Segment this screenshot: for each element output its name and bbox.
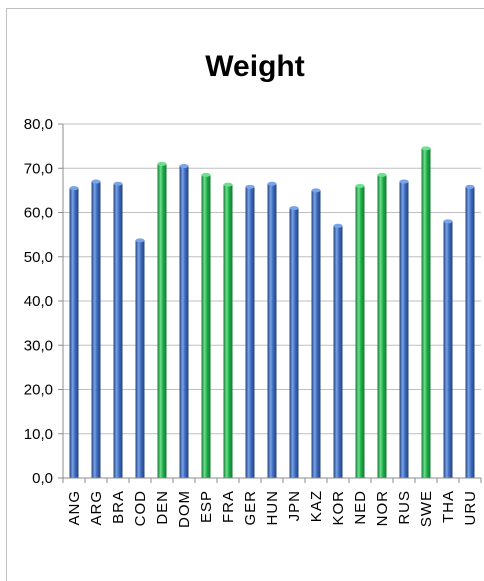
bar-ned [355, 185, 365, 478]
y-tick-label: 40,0 [24, 293, 53, 310]
bar-cap [201, 172, 211, 177]
bar-bra [113, 183, 123, 479]
y-tick-label: 30,0 [24, 337, 53, 354]
bar-ger [245, 186, 255, 478]
bar-cap [179, 164, 189, 169]
x-tick-label: BRA [110, 490, 127, 524]
bar-uru [465, 186, 475, 478]
x-tick-label: FRA [220, 490, 237, 523]
x-tick-label: KOR [330, 490, 347, 526]
bar-cap [311, 188, 321, 193]
bar-rus [399, 181, 409, 478]
x-tick-label: NED [352, 490, 369, 525]
x-tick-label: HUN [264, 490, 281, 526]
chart-title: Weight [205, 50, 304, 83]
bar-cap [465, 184, 475, 189]
x-tick-label: COD [132, 490, 149, 526]
bar-cap [91, 179, 101, 184]
bar-cap [69, 186, 79, 191]
bar-nor [377, 174, 387, 478]
y-tick-label: 10,0 [24, 426, 53, 443]
bar-fra [223, 184, 233, 478]
frame-top-border [6, 8, 484, 9]
bar-cap [267, 181, 277, 186]
bar-cap [421, 146, 431, 151]
bars [69, 146, 475, 479]
y-tick-label: 70,0 [24, 160, 53, 177]
x-tick-label: THA [440, 490, 457, 523]
bar-arg [91, 181, 101, 478]
bar-dom [179, 166, 189, 478]
bar-den [157, 163, 167, 478]
bar-swe [421, 148, 431, 478]
bar-cap [289, 206, 299, 211]
y-tick-label: 50,0 [24, 249, 53, 266]
bar-ang [69, 188, 79, 478]
axes [62, 124, 481, 479]
x-tick-label: NOR [374, 490, 391, 526]
bar-hun [267, 183, 277, 479]
bar-cap [355, 183, 365, 188]
bar-kaz [311, 190, 321, 478]
bar-cap [135, 238, 145, 243]
x-tick-label: DOM [176, 490, 193, 528]
bar-jpn [289, 208, 299, 478]
bar-cap [245, 184, 255, 189]
x-tick-label: ESP [198, 490, 215, 523]
bar-cod [135, 240, 145, 478]
y-tick-label: 0,0 [32, 470, 53, 487]
x-tick-label: RUS [396, 490, 413, 525]
bar-cap [443, 219, 453, 224]
bar-cap [333, 223, 343, 228]
bar-cap [399, 179, 409, 184]
x-tick-label: GER [242, 490, 259, 526]
bar-cap [157, 161, 167, 166]
x-tick-label: KAZ [308, 490, 325, 522]
x-tick-label: SWE [418, 490, 435, 527]
bar-cap [223, 182, 233, 187]
bar-kor [333, 225, 343, 478]
x-tick-label: URU [462, 490, 479, 526]
x-tick-label: JPN [286, 490, 303, 521]
x-tick-label: DEN [154, 490, 171, 525]
x-axis-ticks: ANG ARG BRA COD DEN DOM ESP FRA GER HUN JPN KAZ KOR N… [62, 478, 482, 528]
x-tick-label: ANG [66, 490, 83, 526]
y-tick-label: 80,0 [24, 116, 53, 133]
y-axis-ticks: 0,0 10,0 20,0 30,0 40,0 50,0 60,0 70,0 80,0 [24, 116, 63, 487]
y-tick-label: 60,0 [24, 205, 53, 222]
y-tick-label: 20,0 [24, 382, 53, 399]
frame-left-border [6, 8, 7, 581]
bar-cap [377, 172, 387, 177]
bar-tha [443, 221, 453, 478]
x-tick-label: ARG [88, 490, 105, 526]
bar-esp [201, 174, 211, 478]
bar-cap [113, 181, 123, 186]
